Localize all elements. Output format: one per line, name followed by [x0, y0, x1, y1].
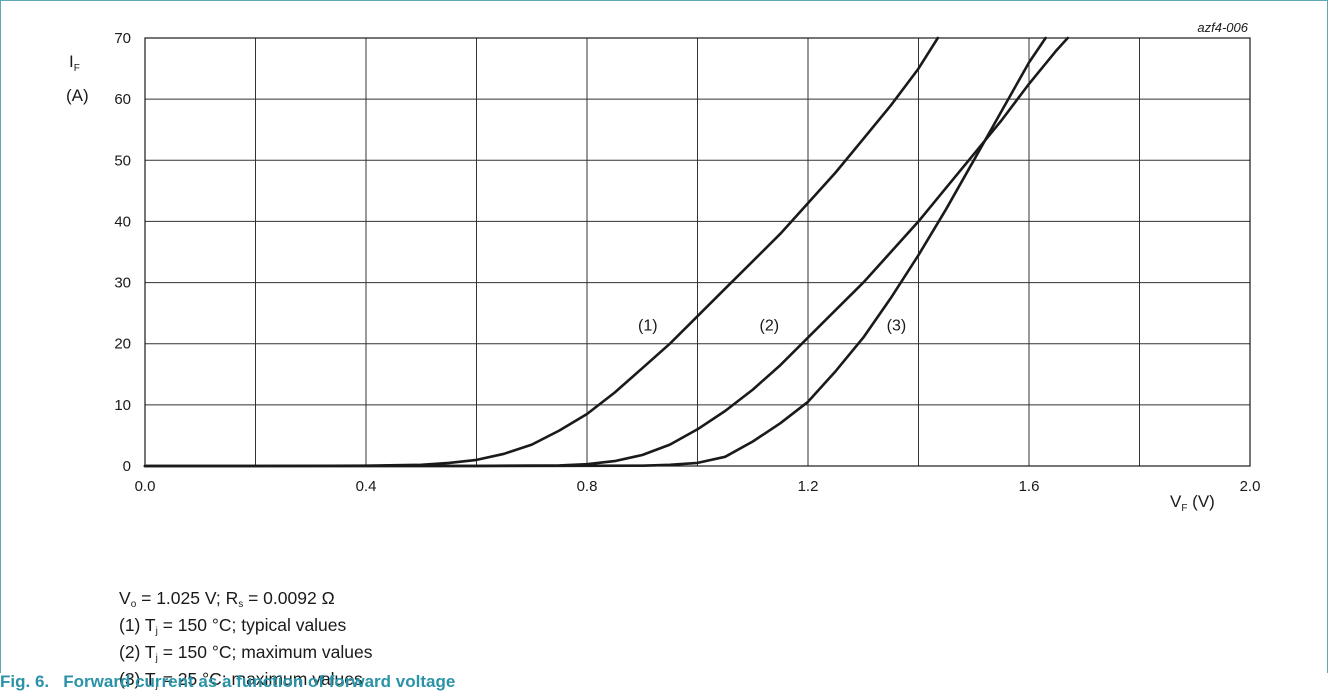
curve-label-2: (2): [760, 317, 780, 334]
x-axis-subscript: F: [1181, 503, 1187, 514]
y-axis-label: IF: [69, 52, 80, 74]
y-tick-label: 30: [114, 275, 131, 292]
note-line-3: (3) Tj = 25 °C; maximum values: [119, 669, 373, 696]
y-axis-subscript: F: [74, 63, 80, 74]
curve-1: [143, 36, 940, 468]
note-1-text-b: = 150 °C; typical values: [157, 615, 347, 635]
curve-3: [143, 36, 1047, 468]
note-0-text: V: [119, 588, 131, 608]
note-0-sub-b: s: [238, 599, 244, 610]
x-tick-label: 2.0: [1240, 478, 1261, 495]
y-tick-label: 50: [114, 152, 131, 169]
note-0-text-b: = 1.025 V; R: [136, 588, 239, 608]
x-tick-label: 0.8: [577, 478, 598, 495]
y-tick-label: 0: [123, 458, 131, 475]
y-axis-symbol: I: [69, 52, 74, 71]
chart-grid: [144, 37, 1251, 467]
y-tick-label: 20: [114, 336, 131, 353]
plot-border: [144, 37, 1251, 467]
curve-label-1: (1): [638, 317, 658, 334]
x-tick-label: 0.0: [135, 478, 156, 495]
x-tick-label: 0.4: [356, 478, 377, 495]
note-1-text: (1) T: [119, 615, 156, 635]
chart-curve-labels: (1) (2) (3): [638, 317, 906, 334]
note-0-text-c: = 0.0092 Ω: [243, 588, 335, 608]
note-2-sub: j: [155, 653, 158, 664]
note-3-text-b: = 25 °C; maximum values: [157, 669, 363, 689]
y-tick-label: 40: [114, 213, 131, 230]
note-0-sub: o: [130, 599, 137, 610]
figure-caption: Fig. 6. Forward current as a function of…: [0, 672, 456, 691]
note-line-2: (2) Tj = 150 °C; maximum values: [119, 642, 373, 669]
x-tick-label: 1.6: [1019, 478, 1040, 495]
note-line-0: Vo = 1.025 V; Rs = 0.0092 Ω: [119, 588, 373, 615]
note-1-sub: j: [155, 626, 158, 637]
note-2-text-b: = 150 °C; maximum values: [157, 642, 373, 662]
figure-code: azf4-006: [1197, 20, 1248, 35]
x-axis-symbol: V: [1170, 492, 1182, 511]
x-tick-label: 1.2: [798, 478, 819, 495]
note-3-sub: j: [155, 680, 158, 691]
note-3-text: (3) T: [119, 669, 156, 689]
x-axis-label: VF (V): [1170, 492, 1215, 514]
y-axis-unit: (A): [66, 86, 89, 105]
y-tick-label: 10: [114, 397, 131, 414]
note-line-1: (1) Tj = 150 °C; typical values: [119, 615, 373, 642]
y-tick-label: 70: [114, 30, 131, 47]
note-2-text: (2) T: [119, 642, 156, 662]
x-axis-unit: (V): [1187, 492, 1214, 511]
y-tick-label: 60: [114, 91, 131, 108]
forward-current-chart: 0 10 20 30 40 50 60 70 0.0 0.4 0.8 1.2 1.6 2.0 (1) (2)…: [66, 20, 1260, 514]
figure-notes: Vo = 1.025 V; Rs = 0.0092 Ω (1) Tj = 150…: [119, 588, 373, 696]
chart-curves: [143, 36, 1069, 468]
curve-2: [143, 36, 1069, 468]
curve-label-3: (3): [887, 317, 907, 334]
chart-tick-labels: 0 10 20 30 40 50 60 70 0.0 0.4 0.8 1.2 1.6 2.0: [114, 30, 1260, 495]
